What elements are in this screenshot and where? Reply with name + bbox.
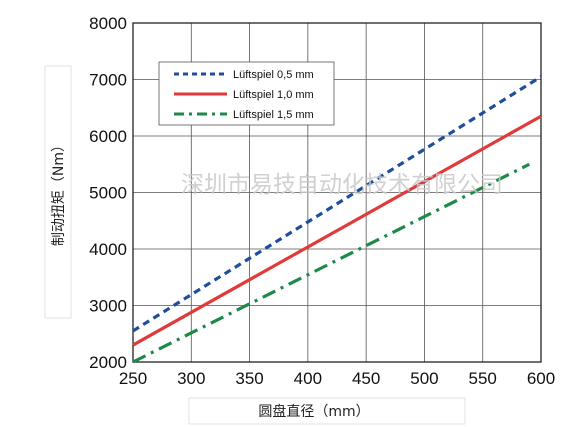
legend-label: Lüftspiel 1,5 mm [233, 109, 314, 121]
y-tick-label: 3000 [89, 297, 127, 316]
y-axis-title-box [44, 65, 72, 319]
gridlines [132, 22, 542, 363]
legend-label: Lüftspiel 0,5 mm [233, 69, 314, 81]
legend: Lüftspiel 0,5 mm Lüftspiel 1,0 mm Lüftspie… [158, 61, 335, 126]
y-tick-label: 2000 [89, 353, 127, 372]
y-axis-ticks: 2000 3000 4000 5000 6000 7000 8000 [89, 14, 127, 372]
series-lines [132, 75, 542, 364]
x-tick-label: 600 [527, 369, 555, 388]
series-line-2 [132, 114, 542, 347]
x-tick-label: 300 [177, 369, 205, 388]
series-line-3 [132, 162, 531, 364]
x-tick-label: 400 [294, 369, 322, 388]
y-axis-title: 制动扭矩（Nm） [51, 138, 67, 246]
y-tick-label: 7000 [89, 71, 127, 90]
y-tick-label: 6000 [89, 127, 127, 146]
x-axis-ticks: 250 300 350 400 450 500 550 600 [119, 369, 555, 388]
x-tick-label: 350 [235, 369, 263, 388]
series-line-1 [132, 75, 542, 333]
x-tick-label: 250 [119, 369, 147, 388]
legend-label: Lüftspiel 1,0 mm [233, 89, 314, 101]
y-tick-label: 4000 [89, 240, 127, 259]
plot-area [132, 22, 542, 363]
y-tick-label: 8000 [89, 14, 127, 33]
x-tick-label: 550 [469, 369, 497, 388]
y-tick-label: 5000 [89, 184, 127, 203]
x-axis-title: 圆盘直径（mm） [258, 403, 369, 420]
x-axis-title-box [188, 397, 466, 425]
watermark: 深圳市易技自动化技术有限公司 [181, 172, 503, 198]
x-tick-label: 450 [352, 369, 380, 388]
x-tick-label: 500 [410, 369, 438, 388]
